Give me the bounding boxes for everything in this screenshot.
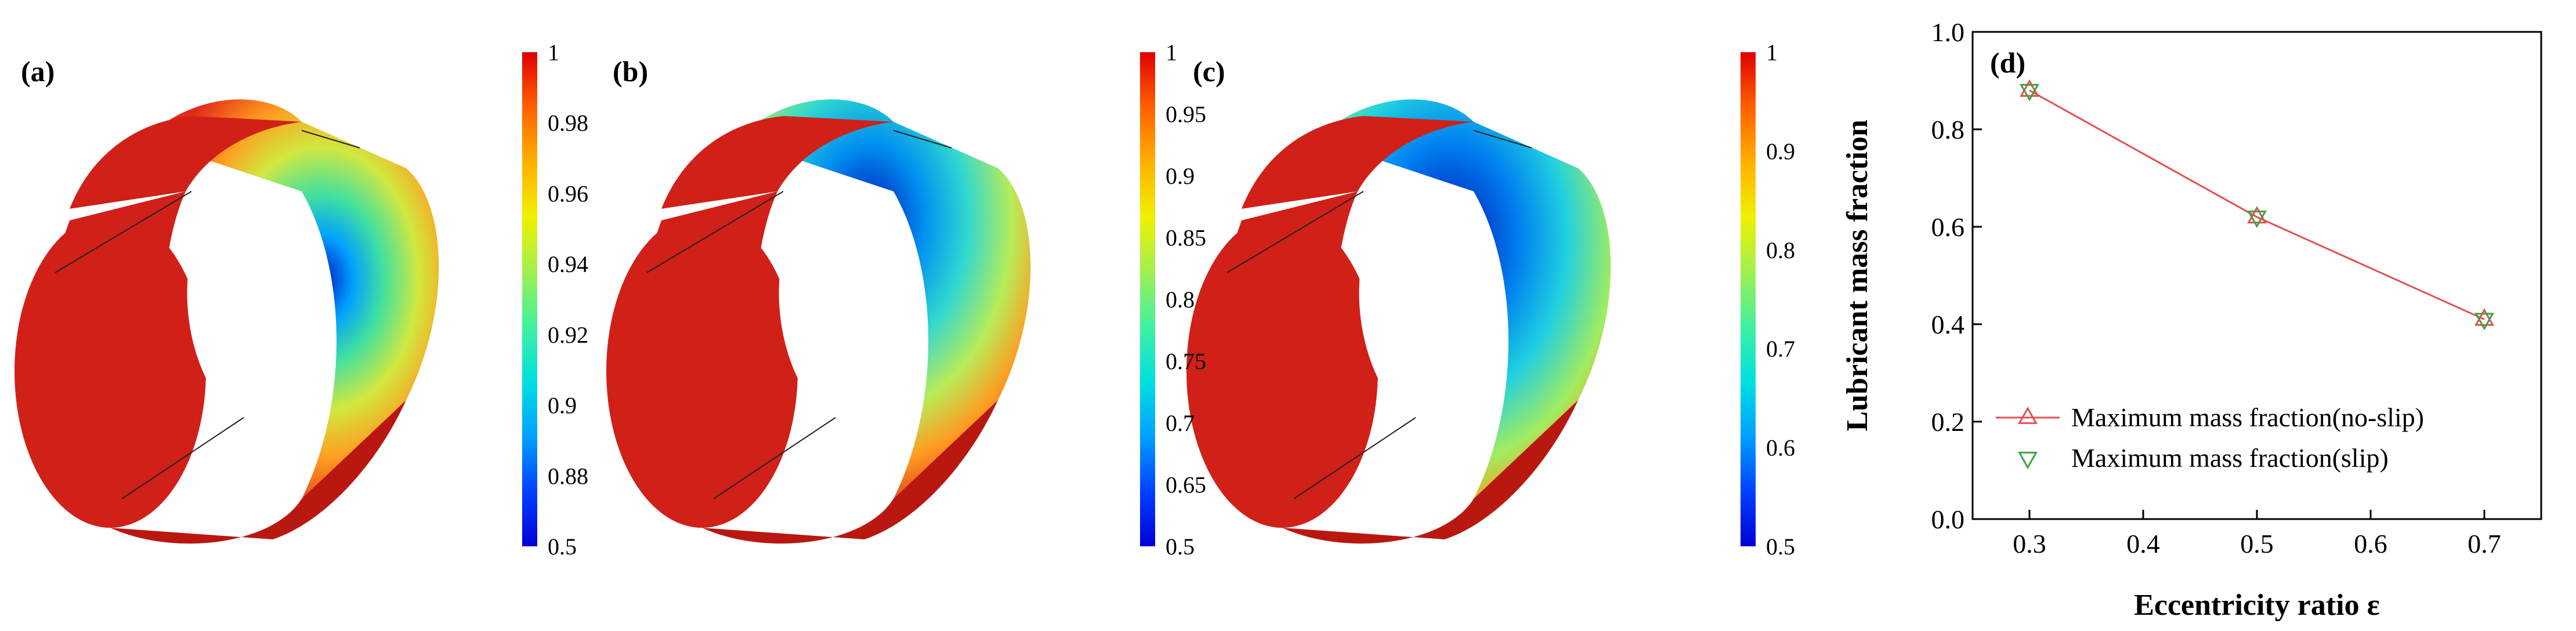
colorbar-tick-label: 0.5 — [548, 534, 577, 560]
legend-label: Maximum mass fraction(no-slip) — [2071, 402, 2424, 432]
y-tick-label: 0.8 — [1931, 115, 1965, 144]
colorbar-tick-label: 0.6 — [1766, 435, 1795, 461]
series-slip — [2020, 84, 2494, 331]
series-no-slip — [2020, 79, 2494, 326]
colorbar-strip — [522, 52, 537, 546]
edge-line — [1293, 417, 1416, 499]
colorbar-tick-label: 0.5 — [1166, 534, 1195, 560]
cylinder-panel-b: (b) — [606, 55, 1031, 544]
colorbar-strip — [1741, 52, 1756, 546]
y-axis-label: Lubricant mass fraction — [1841, 119, 1874, 431]
colorbar-c: 1 0.9 0.8 0.7 0.6 0.5 — [1741, 39, 1795, 560]
colorbar-tick-label: 0.5 — [1766, 534, 1795, 560]
bore-opening — [779, 201, 904, 426]
shell-left — [46, 191, 186, 528]
colorbar-tick-label: 0.96 — [548, 180, 588, 206]
line-chart-d: (d) 0.3 0.4 0.5 0.6 0.7 0.0 0.2 0.4 0.6 0.8 1.0 Ecce… — [1841, 17, 2542, 622]
y-tick-label: 1.0 — [1931, 17, 1965, 47]
colorbar-tick-label: 0.95 — [1166, 101, 1206, 128]
cylinder-renderings: (a) (b) (c) — [15, 55, 1611, 544]
shell-bottom — [702, 400, 998, 544]
shell-top — [1242, 116, 1474, 209]
cylinder-panel-a: (a) — [15, 55, 439, 544]
y-tick-label: 0.2 — [1931, 407, 1965, 437]
edge-line — [646, 191, 784, 273]
legend-label: Maximum mass fraction(slip) — [2071, 443, 2389, 473]
lubricant-distribution-surface — [737, 99, 1031, 499]
series-line — [2029, 89, 2485, 320]
y-tick-label: 0.6 — [1931, 212, 1965, 242]
shell-bottom — [1282, 400, 1578, 544]
bore-opening — [1359, 201, 1484, 426]
colorbar-tick-label: 0.75 — [1166, 349, 1206, 375]
shell-bottom — [110, 400, 406, 544]
shell-top — [661, 116, 893, 209]
edge-line — [301, 130, 360, 148]
colorbar-tick-label: 0.94 — [548, 251, 588, 277]
edge-line — [1473, 130, 1532, 148]
colorbar-tick-label: 0.98 — [548, 110, 588, 136]
colorbar-tick-label: 0.9 — [548, 393, 577, 419]
colorbar-tick-label: 0.85 — [1166, 225, 1206, 251]
colorbar-tick-label: 1 — [548, 39, 559, 66]
shell-left — [1218, 191, 1358, 528]
panel-label: (c) — [1193, 55, 1225, 88]
x-tick-label: 0.7 — [2468, 529, 2501, 559]
shell-top — [70, 116, 302, 209]
edge-line — [893, 130, 952, 148]
colorbar-strip — [1140, 52, 1155, 546]
edge-line — [1227, 191, 1364, 273]
colorbar-tick-label: 0.7 — [1166, 410, 1195, 436]
colorbar-tick-label: 0.8 — [1766, 237, 1795, 263]
colorbar-tick-label: 0.92 — [548, 322, 588, 348]
colorbar-tick-label: 0.88 — [548, 463, 588, 489]
panel-label: (d) — [1990, 46, 2025, 79]
legend: Maximum mass fraction(no-slip) Maximum ma… — [1996, 402, 2424, 473]
data-point — [2474, 308, 2494, 326]
bore-opening — [187, 201, 312, 426]
data-point — [2474, 313, 2494, 331]
legend-marker — [2018, 406, 2038, 425]
data-point — [2020, 79, 2039, 97]
colorbar-tick-label: 0.9 — [1766, 138, 1795, 164]
colorbar-tick-label: 1 — [1766, 39, 1778, 66]
colorbars: 1 0.98 0.96 0.94 0.92 0.9 0.88 0.5 1 0.95 0.9 0.85 0… — [522, 39, 1795, 560]
colorbar-tick-label: 1 — [1166, 39, 1177, 66]
data-point — [2247, 211, 2267, 229]
x-tick-label: 0.4 — [2126, 529, 2160, 559]
edge-line — [713, 417, 836, 499]
lubricant-distribution-surface — [145, 99, 439, 499]
colorbar-tick-label: 0.65 — [1166, 472, 1206, 498]
edge-line — [55, 191, 192, 273]
shell-left — [638, 191, 777, 528]
colorbar-tick-label: 0.7 — [1766, 336, 1795, 362]
colorbar-tick-label: 0.9 — [1166, 163, 1195, 189]
x-tick-label: 0.3 — [2013, 529, 2046, 559]
x-axis-label: Eccentricity ratio ε — [2134, 589, 2380, 622]
y-tick-label: 0.4 — [1931, 310, 1965, 339]
colorbar-b: 1 0.95 0.9 0.85 0.8 0.75 0.7 0.65 0.5 — [1140, 39, 1206, 560]
x-tick-label: 0.5 — [2240, 529, 2274, 559]
data-point — [2247, 206, 2267, 224]
cylinder-panel-c: (c) — [1186, 55, 1611, 544]
edge-line — [121, 417, 244, 499]
data-point — [2020, 84, 2039, 101]
legend-marker — [2018, 451, 2038, 470]
lubricant-distribution-surface — [1317, 99, 1611, 499]
panel-label: (a) — [21, 55, 55, 88]
colorbar-a: 1 0.98 0.96 0.94 0.92 0.9 0.88 0.5 — [522, 39, 588, 560]
colorbar-tick-label: 0.8 — [1166, 287, 1195, 313]
panel-label: (b) — [613, 55, 648, 88]
x-tick-label: 0.6 — [2354, 529, 2387, 559]
y-tick-label: 0.0 — [1931, 505, 1965, 534]
